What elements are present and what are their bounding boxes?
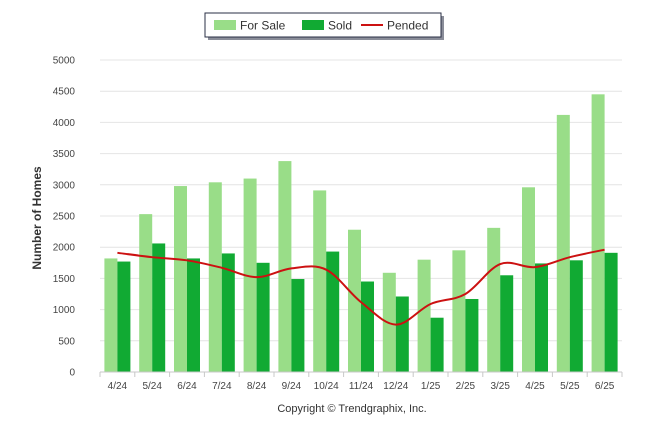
copyright-footer: Copyright © Trendgraphix, Inc.: [277, 403, 426, 415]
y-tick-label: 500: [58, 336, 75, 347]
y-tick-label: 1500: [53, 274, 76, 285]
for-sale-bar: [278, 161, 292, 372]
y-axis-title: Number of Homes: [30, 166, 44, 270]
legend-sold-label: Sold: [328, 19, 352, 33]
x-tick-label: 12/24: [383, 381, 408, 392]
for-sale-bar: [313, 190, 327, 372]
y-tick-label: 2500: [53, 212, 76, 223]
sold-bar: [326, 251, 340, 372]
sold-bar: [221, 253, 235, 372]
pended-line: [117, 248, 605, 326]
sold-bar: [604, 252, 618, 372]
for-sale-bar: [208, 182, 222, 372]
y-tick-label: 4000: [53, 118, 76, 129]
for-sale-bar: [417, 259, 431, 372]
sold-bar: [361, 281, 374, 372]
sold-bar: [395, 296, 409, 372]
legend: For Sale Sold Pended: [204, 12, 444, 40]
y-tick-label: 2000: [53, 243, 76, 254]
y-tick-label: 5000: [53, 56, 76, 67]
for-sale-bar: [487, 227, 501, 372]
sold-bar: [465, 298, 479, 372]
for-sale-bar: [243, 178, 257, 372]
x-tick-label: 6/25: [595, 381, 615, 392]
legend-sold-swatch: [302, 20, 324, 30]
for-sale-bar: [556, 114, 570, 373]
for-sale-bar: [104, 258, 118, 372]
sold-bar: [535, 263, 548, 372]
x-tick-label: 10/24: [314, 381, 339, 392]
sold-bar: [569, 260, 583, 372]
for-sale-bar: [174, 186, 187, 372]
x-tick-label: 1/25: [421, 381, 441, 392]
for-sale-bar: [139, 214, 153, 372]
x-tick-label: 11/24: [349, 381, 374, 392]
legend-for-sale-swatch: [214, 20, 236, 30]
for-sale-bar: [452, 250, 466, 372]
sold-bar: [500, 275, 514, 372]
x-tick-label: 3/25: [490, 381, 510, 392]
x-tick-label: 8/24: [247, 381, 267, 392]
bars: [104, 94, 618, 373]
sold-bar: [117, 261, 131, 372]
x-tick-label: 2/25: [456, 381, 476, 392]
axes: 0 500 1000 1500 2000 2500 3000 3500 4000 4500 5000…: [53, 56, 623, 392]
x-tick-label: 7/24: [212, 381, 232, 392]
sold-bar: [256, 262, 270, 372]
y-tick-label: 4500: [53, 87, 76, 98]
for-sale-bar: [348, 229, 361, 372]
for-sale-bar: [591, 94, 605, 372]
sold-bar: [187, 258, 200, 372]
x-tick-label: 5/24: [142, 381, 162, 392]
x-tick-label: 4/24: [108, 381, 128, 392]
pended-line-group: [117, 248, 605, 326]
x-tick-label: 5/25: [560, 381, 580, 392]
legend-for-sale-label: For Sale: [240, 19, 286, 33]
y-tick-label: 3000: [53, 180, 76, 191]
y-tick-label: 3500: [53, 149, 76, 160]
sold-bar: [152, 243, 166, 372]
legend-pended-label: Pended: [387, 19, 428, 33]
sold-bar: [291, 279, 305, 372]
sold-bar: [430, 317, 444, 372]
x-tick-label: 4/25: [525, 381, 545, 392]
y-tick-label: 0: [69, 368, 75, 379]
y-tick-label: 1000: [53, 305, 76, 316]
for-sale-bar: [522, 187, 535, 372]
x-tick-label: 6/24: [177, 381, 197, 392]
x-tick-label: 9/24: [282, 381, 302, 392]
